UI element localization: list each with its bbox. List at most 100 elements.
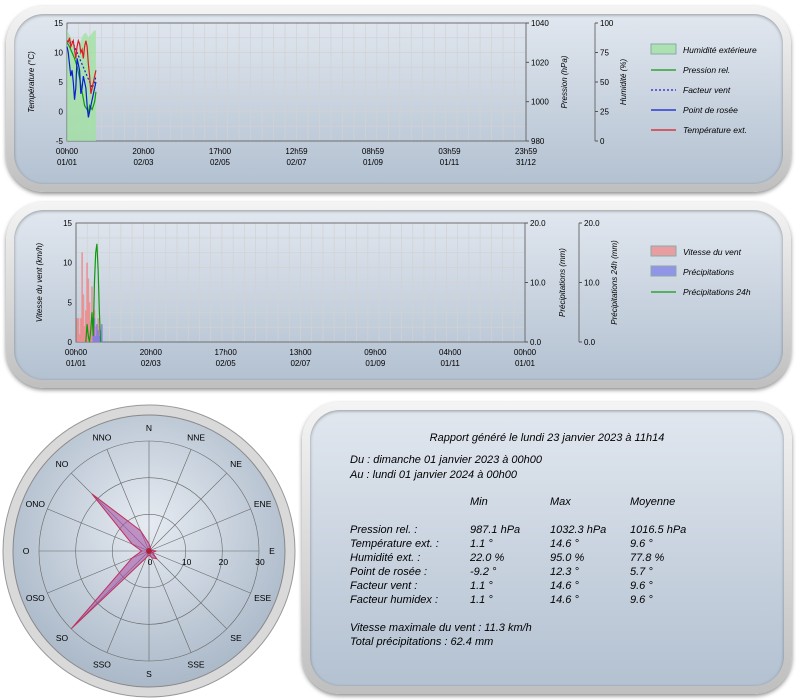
left-tick-label: 10 [54, 49, 63, 58]
left-tick-label: 0 [68, 338, 73, 347]
right2-tick-label: 50 [600, 78, 609, 87]
left-tick-label: 5 [68, 298, 73, 307]
right1-tick-label: 1000 [531, 98, 549, 107]
report-panel-inner: Rapport généré le lundi 23 janvier 2023 … [310, 410, 784, 686]
wind-precip-chart: 0 5 10 15 Vitesse du vent (km/h) 0.0 10.0 20.0 P… [35, 219, 751, 368]
x-tick-time-label: 08h59 [362, 147, 385, 156]
rose-direction-label: ONO [26, 499, 46, 509]
rose-center-dot [146, 548, 152, 554]
rose-direction-label: SSO [93, 660, 111, 670]
x-tick-time-label: 04h00 [439, 348, 462, 357]
rose-direction-label: O [23, 546, 30, 556]
legend-swatch [650, 43, 677, 55]
right1-tick-label: 0.0 [530, 338, 542, 347]
bar-0 [82, 294, 85, 342]
right1-axis-label: Pression (hPa) [560, 55, 569, 108]
bar-0 [76, 318, 79, 342]
bar-1 [94, 336, 97, 342]
rose-spoke [148, 449, 192, 552]
rose-direction-label: SE [230, 633, 242, 643]
left-tick-label: 5 [59, 78, 64, 87]
x-tick-time-label: 00h00 [65, 348, 88, 357]
report-row-label: Point de rosée : [350, 566, 428, 578]
legend-label: Température ext. [683, 125, 747, 135]
x-tick-date-label: 01/09 [365, 359, 386, 368]
x-tick-date-label: 02/05 [216, 359, 237, 368]
bar-0 [86, 262, 88, 342]
left-tick-label: -5 [56, 137, 64, 146]
rose-ring-label: 20 [219, 557, 229, 567]
legend-swatch [650, 265, 677, 277]
rose-direction-label: OSO [26, 593, 45, 603]
bar-1 [96, 324, 98, 342]
report-row-avg: 9.6 ° [630, 580, 653, 592]
rose-ring-label: 10 [182, 557, 192, 567]
rose-direction-label: NO [56, 459, 69, 469]
x-tick-date-label: 02/03 [133, 158, 154, 167]
right2-axis-label: Humidité (%) [619, 59, 628, 106]
legend-label: Facteur vent [683, 85, 731, 95]
right1-tick-label: 1040 [531, 19, 549, 28]
x-tick-date-label: 01/01 [66, 359, 87, 368]
legend-label: Précipitations [683, 267, 735, 277]
rose-ring-label: 0 [148, 557, 153, 567]
rose-direction-label: S [146, 669, 152, 679]
legend-swatch [650, 245, 677, 257]
series-line-1 [66, 42, 97, 114]
left-tick-label: 15 [54, 19, 63, 28]
legend-label: Pression rel. [683, 65, 730, 75]
bar-0 [80, 318, 82, 342]
report-row-min: -9.2 ° [470, 566, 497, 578]
report-row-min: 22.0 % [470, 552, 505, 564]
bar-0 [88, 302, 91, 342]
wind-rose: N NNE NE ENE E ESE SE SSE S SSO SO OSO O ONO NO NNO 0 10 2… [2, 404, 296, 698]
report-title: Rapport généré le lundi 23 janvier 2023 … [429, 432, 665, 444]
legend-label: Précipitations 24h [683, 287, 751, 297]
legend-label: Point de rosée [683, 105, 738, 115]
x-tick-time-label: 09h00 [364, 348, 387, 357]
right2-tick-label: 10.0 [584, 279, 600, 288]
bar-1 [93, 318, 96, 342]
report-row-avg: 9.6 ° [630, 538, 653, 550]
report-period-to: Au : lundi 01 janvier 2024 à 00h00 [350, 469, 517, 481]
report-row-min: 1.1 ° [470, 594, 493, 606]
report-col-max: Max [550, 496, 571, 508]
rose-spoke [148, 550, 251, 594]
rose-spoke [148, 508, 251, 552]
series-line-3 [66, 46, 97, 118]
report-total-precip: Total précipitations : 62.4 mm [350, 636, 494, 648]
report-row-max: 95.0 % [550, 552, 585, 564]
x-tick-date-label: 31/12 [516, 158, 537, 167]
bar-0 [81, 252, 83, 342]
report: Rapport généré le lundi 23 janvier 2023 … [310, 410, 784, 686]
report-row-label: Humidité ext. : [350, 552, 421, 564]
rose-direction-label: SO [56, 633, 69, 643]
series-line-precip24 [85, 243, 102, 343]
rose-spoke [148, 550, 227, 629]
report-row-max: 1032.3 hPa [550, 524, 607, 536]
right2-axis-label: Précipitations 24h (mm) [610, 240, 619, 325]
x-tick-date-label: 02/05 [210, 158, 231, 167]
wind-precip-chart-panel-inner: 0 5 10 15 Vitesse du vent (km/h) 0.0 10.0 20.0 P… [14, 210, 783, 380]
rose-direction-label: SSE [188, 660, 205, 670]
rose-direction-label: E [269, 546, 275, 556]
x-tick-time-label: 17h00 [209, 147, 232, 156]
x-tick-time-label: 20h00 [140, 348, 163, 357]
weather-chart-panel-inner: -5 0 5 10 15 Température (°C) 980 1000 1020 1040 P… [14, 14, 783, 184]
report-row-min: 1.1 ° [470, 580, 493, 592]
x-tick-time-label: 03h59 [438, 147, 461, 156]
bar-1 [98, 336, 101, 342]
bar-0 [94, 326, 97, 342]
right1-axis-label: Précipitations (mm) [558, 248, 567, 317]
report-col-avg: Moyenne [630, 496, 676, 508]
right1-tick-label: 980 [531, 137, 545, 146]
right2-tick-label: 100 [600, 19, 614, 28]
rose-direction-label: NNO [92, 432, 111, 442]
report-panel: Rapport généré le lundi 23 janvier 2023 … [302, 402, 792, 694]
legend-label: Humidité extérieure [683, 45, 757, 55]
x-tick-time-label: 12h59 [285, 147, 308, 156]
x-tick-date-label: 01/01 [515, 359, 536, 368]
report-row-avg: 5.7 ° [630, 566, 653, 578]
left-tick-label: 10 [63, 259, 72, 268]
report-row-label: Facteur humidex : [350, 594, 439, 606]
